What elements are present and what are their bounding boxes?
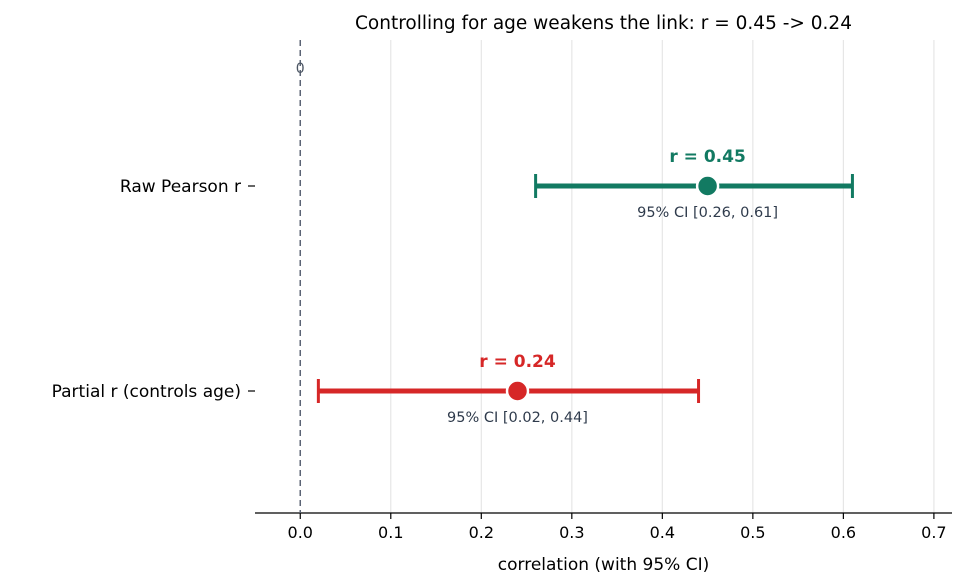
x-tick-label: 0.4 — [650, 523, 675, 542]
estimate-value-label: r = 0.24 — [479, 352, 556, 372]
chart-title: Controlling for age weakens the link: r … — [355, 13, 852, 34]
point-estimate — [505, 379, 530, 403]
estimate-row: Partial r (controls age) r = 0.24 95% CI [… — [52, 352, 701, 426]
ci-value-label: 95% CI [0.02, 0.44] — [447, 410, 588, 426]
point-estimate — [695, 174, 720, 198]
chart-text: Controlling for age weakens the link: r … — [355, 13, 852, 575]
zero-reference: 0 — [296, 40, 305, 513]
category-label: Raw Pearson r — [120, 177, 241, 197]
grid-lines — [390, 40, 935, 513]
x-tick-label: 0.0 — [288, 523, 313, 542]
x-tick-label: 0.1 — [378, 523, 403, 542]
ci-value-label: 95% CI [0.26, 0.61] — [637, 205, 778, 221]
x-tick-label: 0.5 — [740, 523, 765, 542]
zero-reference-label: 0 — [296, 61, 305, 77]
estimates: Raw Pearson r r = 0.45 95% CI [0.26, 0.61]… — [52, 147, 854, 426]
x-tick-label: 0.7 — [921, 523, 946, 542]
x-axis-title: correlation (with 95% CI) — [498, 555, 709, 575]
estimate-value-label: r = 0.45 — [669, 147, 745, 167]
x-tick-label: 0.2 — [469, 523, 494, 542]
estimate-row: Raw Pearson r r = 0.45 95% CI [0.26, 0.61] — [120, 147, 854, 221]
x-tick-label: 0.6 — [831, 523, 856, 542]
axes: 0.0 0.1 0.2 0.3 0.4 0.5 0.6 0.7 — [255, 512, 952, 542]
category-label: Partial r (controls age) — [52, 382, 241, 402]
x-tick-label: 0.3 — [559, 523, 584, 542]
